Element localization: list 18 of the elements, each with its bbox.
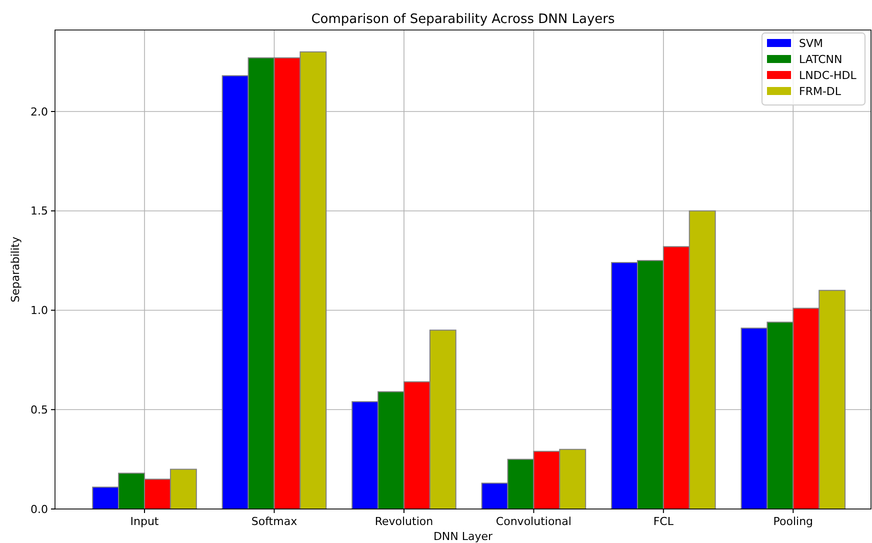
legend-label: FRM-DL [799, 84, 842, 98]
y-tick-label: 0.0 [30, 502, 48, 516]
y-tick-label: 1.5 [30, 204, 48, 218]
y-tick-label: 2.0 [30, 105, 48, 118]
legend-label: LATCNN [799, 52, 842, 66]
x-tick-label: Convolutional [496, 515, 572, 528]
x-axis-title: DNN Layer [433, 530, 494, 543]
legend-label: SVM [799, 36, 823, 50]
x-tick-label: FCL [653, 515, 674, 528]
y-tick-label: 0.5 [30, 403, 48, 416]
y-axis-title: Separability [9, 236, 22, 302]
chart-title: Comparison of Separability Across DNN Layers [311, 12, 615, 27]
y-tick-label: 1.0 [30, 304, 48, 318]
x-tick-label: Input [130, 515, 160, 528]
x-tick-label: Softmax [251, 515, 298, 528]
x-tick-label: Revolution [374, 515, 434, 528]
x-tick-label: Pooling [773, 515, 814, 528]
legend-label: LNDC-HDL [799, 68, 858, 82]
